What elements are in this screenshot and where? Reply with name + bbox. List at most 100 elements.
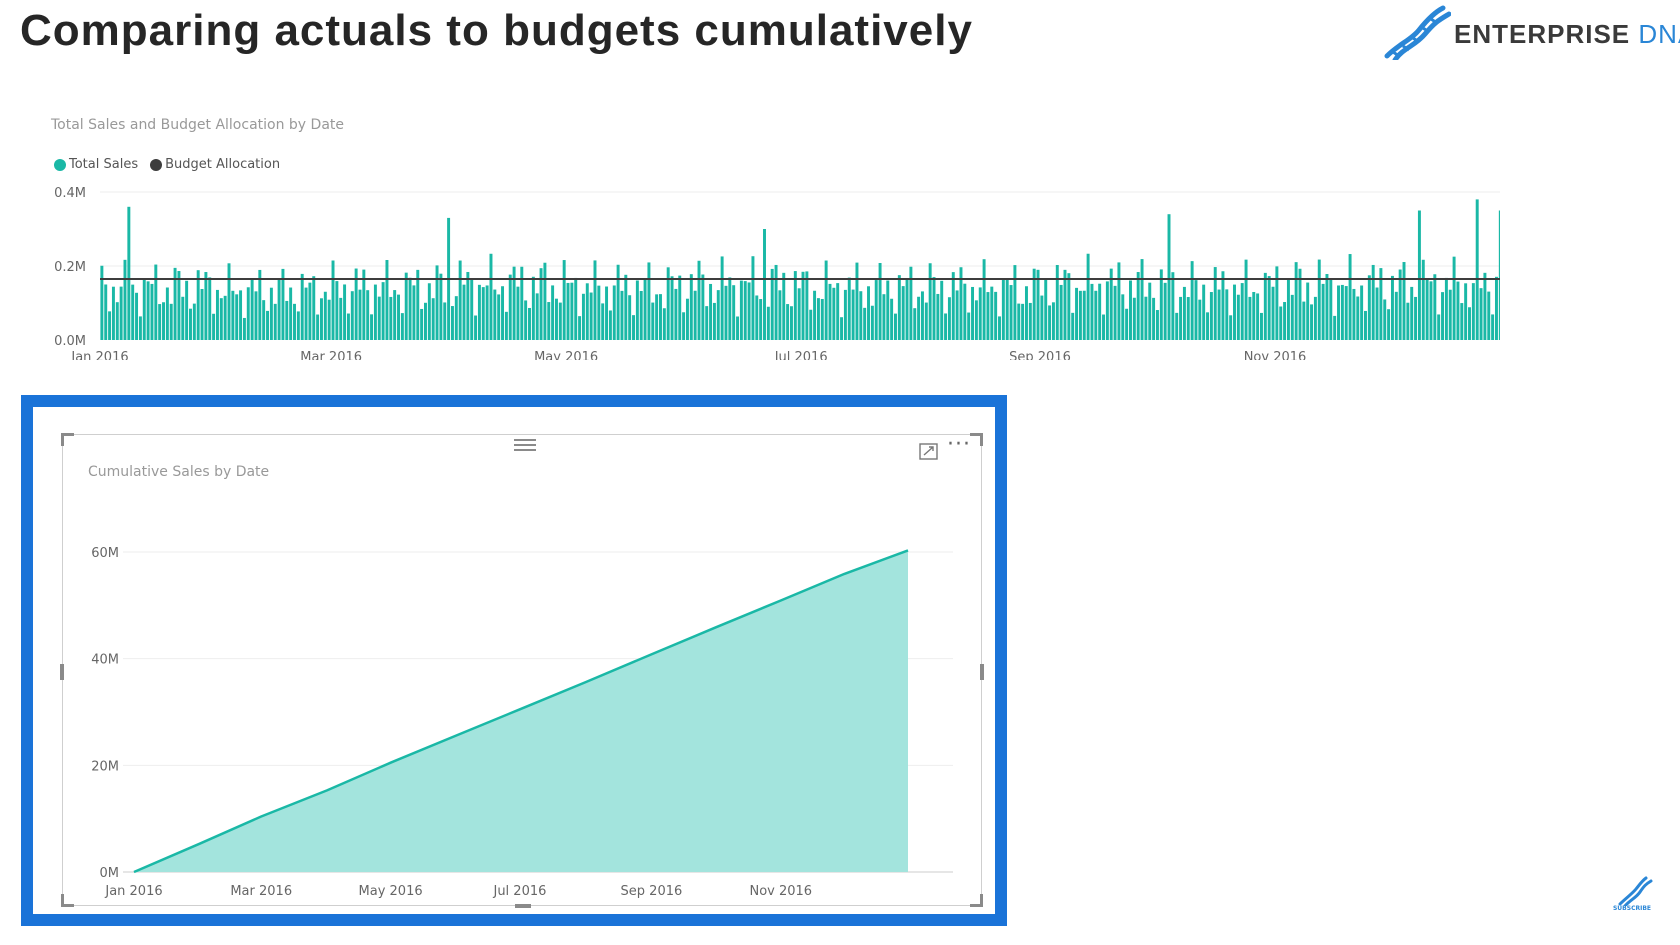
legend-item-budget-allocation[interactable]: Budget Allocation <box>150 157 280 172</box>
total-sales-bar <box>747 282 751 340</box>
legend-item-total-sales[interactable]: Total Sales <box>54 157 138 172</box>
total-sales-bar <box>200 288 204 340</box>
total-sales-bar <box>362 269 366 340</box>
total-sales-bar <box>1425 278 1429 340</box>
total-sales-bar <box>917 296 921 340</box>
total-sales-bar <box>840 317 844 340</box>
total-sales-bar <box>859 291 863 340</box>
resize-handle-bottom-right[interactable] <box>970 894 983 907</box>
more-options-icon[interactable]: ··· <box>947 432 971 457</box>
total-sales-bar <box>701 274 705 340</box>
total-sales-bar <box>1464 283 1468 340</box>
total-sales-bar <box>635 280 639 340</box>
total-sales-bar <box>1364 310 1367 340</box>
total-sales-bar <box>520 266 524 340</box>
total-sales-bar <box>1448 289 1452 340</box>
total-sales-bar <box>192 303 196 340</box>
total-sales-bar <box>732 285 736 340</box>
resize-handle-bottom-left[interactable] <box>61 894 74 907</box>
cumulative-area-chart[interactable]: 0M 20M 40M 60M Jan 2016 Mar 2016 May 2016 Jul 2… <box>63 435 981 905</box>
top-y-tick-label: 0.2M <box>54 260 86 275</box>
total-sales-bar <box>770 268 774 340</box>
top-x-tick-label: Jan 2016 <box>70 350 128 360</box>
total-sales-bar <box>905 278 909 340</box>
total-sales-bar <box>1121 294 1125 340</box>
total-sales-bar <box>554 298 558 340</box>
total-sales-bar <box>1117 262 1121 340</box>
top-bar-chart[interactable]: 0.0M 0.2M 0.4M Jan 2016 Mar 2016 May 2016 Jul … <box>0 180 1500 360</box>
total-sales-bar <box>308 282 312 340</box>
total-sales-bar <box>678 275 682 340</box>
resize-handle-bottom[interactable] <box>515 904 531 908</box>
total-sales-bar <box>1275 266 1279 340</box>
total-sales-bar <box>1256 293 1260 340</box>
total-sales-bar <box>1390 275 1394 340</box>
total-sales-bar <box>254 291 258 340</box>
cumulative-sales-visual[interactable]: ··· Cumulative Sales by Date 0M 20M 40M 60M… <box>60 432 984 908</box>
total-sales-bar <box>1267 276 1271 340</box>
total-sales-bar <box>739 280 743 340</box>
cumulative-y-tick-label: 40M <box>91 653 119 668</box>
total-sales-bar <box>304 287 308 340</box>
total-sales-bar <box>1487 291 1491 340</box>
total-sales-bar <box>1437 314 1441 340</box>
total-sales-bar <box>208 277 212 340</box>
total-sales-bar <box>281 268 285 340</box>
subscribe-badge[interactable]: SUBSCRIBE <box>1610 876 1654 916</box>
total-sales-bar <box>809 309 813 340</box>
total-sales-bar <box>219 298 223 340</box>
resize-handle-top-right[interactable] <box>970 433 983 446</box>
total-sales-bar <box>566 282 570 340</box>
total-sales-bar <box>763 229 766 340</box>
total-sales-bar <box>1398 269 1402 340</box>
total-sales-bar <box>1333 315 1337 340</box>
total-sales-bar <box>531 276 535 340</box>
total-sales-bar <box>289 287 293 340</box>
total-sales-bar <box>123 259 127 340</box>
total-sales-bar <box>1125 308 1129 340</box>
total-sales-bar <box>1240 283 1244 340</box>
total-sales-bar <box>108 311 112 340</box>
total-sales-bar <box>963 283 967 340</box>
resize-handle-top-left[interactable] <box>61 433 74 446</box>
total-sales-bar <box>662 308 666 340</box>
total-sales-bar <box>547 302 551 340</box>
total-sales-bar <box>924 302 928 340</box>
total-sales-bar <box>1171 272 1175 340</box>
total-sales-bar <box>504 311 508 340</box>
total-sales-bar <box>551 285 555 340</box>
total-sales-bar <box>1417 210 1421 340</box>
total-sales-bar <box>581 293 585 340</box>
total-sales-bar <box>1298 268 1302 340</box>
drag-grip-icon[interactable] <box>514 436 536 452</box>
total-sales-bar <box>485 285 489 340</box>
total-sales-bar <box>354 268 358 340</box>
total-sales-bar <box>1017 303 1021 340</box>
total-sales-bar <box>986 292 990 340</box>
total-sales-bar <box>416 269 420 340</box>
top-x-tick-label: Sep 2016 <box>1009 350 1071 360</box>
total-sales-bar <box>1209 292 1213 340</box>
total-sales-bar <box>1155 310 1159 340</box>
total-sales-bar <box>743 281 747 340</box>
total-sales-bar <box>789 306 793 340</box>
total-sales-bar <box>793 271 797 340</box>
total-sales-bar <box>1279 306 1283 340</box>
logo-text: ENTERPRISE DNA <box>1454 19 1680 50</box>
total-sales-bar <box>508 274 512 340</box>
logo-word-dna: DNA <box>1638 19 1680 49</box>
logo-word-enterprise: ENTERPRISE <box>1454 19 1631 49</box>
total-sales-bar <box>1105 281 1109 340</box>
total-sales-bar <box>1225 289 1229 340</box>
resize-handle-right[interactable] <box>980 664 984 680</box>
focus-mode-icon[interactable] <box>919 441 939 461</box>
top-x-tick-label: Mar 2016 <box>300 350 362 360</box>
total-sales-bar <box>1132 297 1136 340</box>
total-sales-bar <box>158 304 162 340</box>
resize-handle-left[interactable] <box>60 664 64 680</box>
total-sales-bar <box>1248 296 1252 340</box>
total-sales-bar <box>385 260 389 340</box>
total-sales-bar <box>909 266 913 340</box>
total-sales-bar <box>1475 199 1479 340</box>
total-sales-bar <box>358 289 362 340</box>
